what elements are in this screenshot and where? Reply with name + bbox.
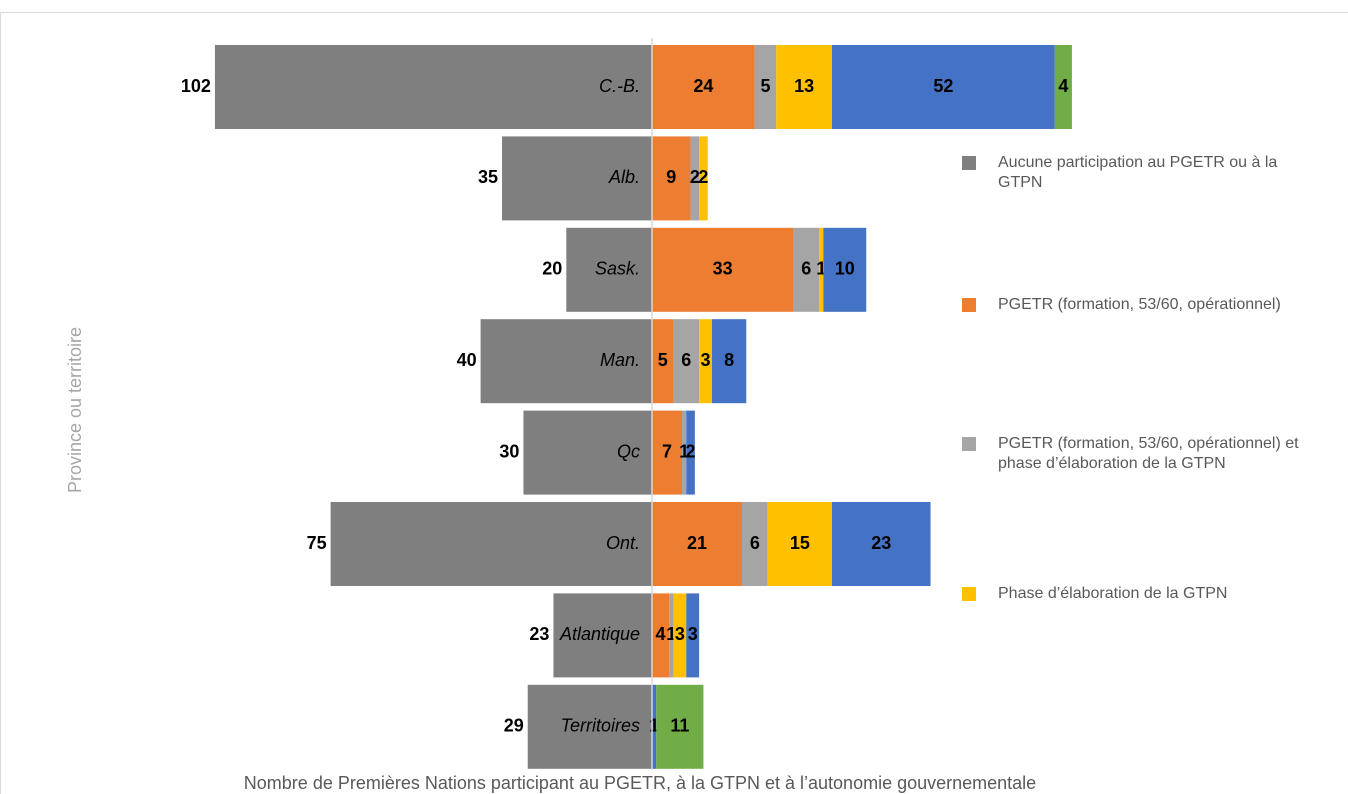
bar-segment	[652, 684, 657, 769]
category-label: Sask.	[595, 259, 640, 279]
bar-segment	[652, 410, 682, 495]
data-label: 2	[698, 167, 708, 187]
bar-segment	[553, 593, 652, 678]
data-label: 6	[750, 533, 760, 553]
bar-segment	[776, 45, 832, 129]
data-label: 102	[181, 76, 211, 96]
legend-label: Aucune participation au PGETR ou à la GT…	[998, 154, 1278, 191]
data-label: 9	[666, 167, 676, 187]
bar-segment	[741, 502, 768, 586]
bar-segment	[566, 227, 652, 312]
legend-item: PGETR (formation, 53/60, opérationnel) e…	[962, 434, 1312, 474]
bar-segment	[819, 227, 824, 312]
data-label: 1	[666, 624, 676, 644]
bar-segment	[754, 45, 777, 129]
bar-segment	[652, 136, 691, 221]
legend-swatch	[962, 156, 976, 170]
legend-item: Aucune participation au PGETR ou à la GT…	[962, 153, 1312, 193]
bar-segment	[480, 319, 652, 404]
data-label: 6	[801, 259, 811, 279]
bar-segment	[823, 227, 867, 312]
bar-segment	[214, 45, 652, 129]
data-label: 3	[701, 350, 711, 370]
data-label: 3	[688, 624, 698, 644]
data-label: 3	[675, 624, 685, 644]
bar-segment	[502, 136, 652, 221]
bar-segment	[656, 684, 704, 769]
bar-segment	[1054, 45, 1072, 129]
data-label: 8	[724, 350, 734, 370]
data-label: 23	[871, 533, 891, 553]
bar-segment	[673, 319, 700, 404]
category-label: Man.	[600, 350, 640, 370]
data-label: 5	[658, 350, 668, 370]
data-label: 52	[933, 76, 953, 96]
bar-segment	[767, 502, 832, 586]
data-label: 1	[816, 259, 826, 279]
category-label: Territoires	[561, 716, 640, 736]
data-label: 1	[649, 716, 659, 736]
bar-segment	[652, 227, 794, 312]
bar-segment	[652, 319, 674, 404]
bar-segment	[686, 593, 700, 678]
legend-swatch	[962, 437, 976, 451]
legend-label: PGETR (formation, 53/60, opérationnel) e…	[998, 435, 1299, 472]
legend-swatch	[962, 298, 976, 312]
bar-segment	[673, 593, 687, 678]
bar-segment	[831, 502, 931, 586]
bar-segment	[711, 319, 747, 404]
data-label: 13	[794, 76, 814, 96]
bar-segment	[652, 45, 755, 129]
bar-segment	[652, 502, 742, 586]
bar-segment	[793, 227, 820, 312]
bar-segment	[699, 136, 708, 221]
chart-title: Nombre de Premières Nations participant …	[244, 773, 1036, 793]
category-label: Ont.	[606, 533, 640, 553]
data-label: 4	[656, 624, 666, 644]
data-label: 15	[790, 533, 810, 553]
category-label: Alb.	[608, 167, 640, 187]
data-label: 75	[307, 533, 327, 553]
data-label: 7	[662, 441, 672, 461]
category-label: Atlantique	[559, 624, 640, 644]
bar-segment	[699, 319, 712, 404]
bar-segment	[669, 593, 674, 678]
bar-segment	[527, 684, 652, 769]
bar-segment	[681, 410, 687, 495]
data-label: 24	[693, 76, 713, 96]
legend-swatch	[962, 587, 976, 601]
data-label: 2	[686, 441, 696, 461]
y-axis-label: Province ou territoire	[65, 327, 85, 493]
data-label: 29	[504, 716, 524, 736]
data-label: 2	[690, 167, 700, 187]
chart-border	[0, 12, 1348, 794]
bar-segment	[523, 410, 652, 495]
bar-segment	[686, 410, 695, 495]
data-label: 1	[679, 441, 689, 461]
bar-segment	[652, 593, 670, 678]
bar-segment	[330, 502, 652, 586]
data-label: 10	[835, 259, 855, 279]
bar-segment	[690, 136, 700, 221]
data-label: 33	[713, 259, 733, 279]
category-label: Qc	[617, 441, 640, 461]
data-label: 20	[542, 259, 562, 279]
data-label: 23	[529, 624, 549, 644]
data-label: 30	[499, 441, 519, 461]
data-label: 40	[457, 350, 477, 370]
legend-label: PGETR (formation, 53/60, opérationnel)	[998, 296, 1281, 313]
data-label: 5	[761, 76, 771, 96]
category-label: C.-B.	[599, 76, 640, 96]
data-label: 4	[1058, 76, 1068, 96]
data-label: 35	[478, 167, 498, 187]
legend-item: PGETR (formation, 53/60, opérationnel)	[962, 295, 1312, 315]
data-label: 6	[681, 350, 691, 370]
bar-segment	[831, 45, 1055, 129]
data-label: 21	[687, 533, 707, 553]
legend-label: Phase d’élaboration de la GTPN	[998, 585, 1228, 602]
legend-item: Phase d’élaboration de la GTPN	[962, 584, 1312, 604]
data-label: 11	[670, 716, 689, 736]
